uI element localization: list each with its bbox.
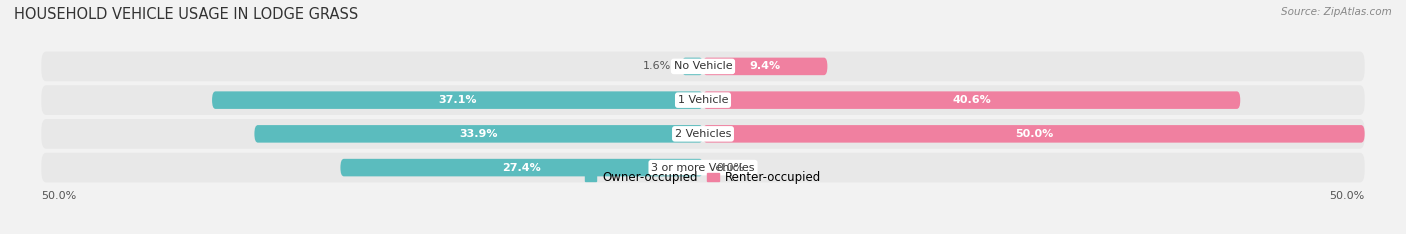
Text: Source: ZipAtlas.com: Source: ZipAtlas.com — [1281, 7, 1392, 17]
Text: 50.0%: 50.0% — [1015, 129, 1053, 139]
FancyBboxPatch shape — [682, 58, 703, 75]
FancyBboxPatch shape — [703, 91, 1240, 109]
FancyBboxPatch shape — [41, 85, 1365, 115]
Text: 9.4%: 9.4% — [749, 61, 780, 71]
Text: No Vehicle: No Vehicle — [673, 61, 733, 71]
FancyBboxPatch shape — [703, 125, 1365, 143]
Text: 50.0%: 50.0% — [1330, 191, 1365, 201]
Legend: Owner-occupied, Renter-occupied: Owner-occupied, Renter-occupied — [579, 167, 827, 189]
Text: 1.6%: 1.6% — [643, 61, 671, 71]
FancyBboxPatch shape — [703, 58, 827, 75]
Text: 1 Vehicle: 1 Vehicle — [678, 95, 728, 105]
Text: 33.9%: 33.9% — [460, 129, 498, 139]
Text: 50.0%: 50.0% — [41, 191, 76, 201]
FancyBboxPatch shape — [254, 125, 703, 143]
FancyBboxPatch shape — [41, 51, 1365, 81]
Text: 3 or more Vehicles: 3 or more Vehicles — [651, 163, 755, 173]
Text: HOUSEHOLD VEHICLE USAGE IN LODGE GRASS: HOUSEHOLD VEHICLE USAGE IN LODGE GRASS — [14, 7, 359, 22]
FancyBboxPatch shape — [212, 91, 703, 109]
Text: 2 Vehicles: 2 Vehicles — [675, 129, 731, 139]
FancyBboxPatch shape — [41, 153, 1365, 183]
Text: 40.6%: 40.6% — [952, 95, 991, 105]
Text: 0.0%: 0.0% — [716, 163, 745, 173]
FancyBboxPatch shape — [340, 159, 703, 176]
Text: 37.1%: 37.1% — [439, 95, 477, 105]
Text: 27.4%: 27.4% — [502, 163, 541, 173]
FancyBboxPatch shape — [41, 119, 1365, 149]
